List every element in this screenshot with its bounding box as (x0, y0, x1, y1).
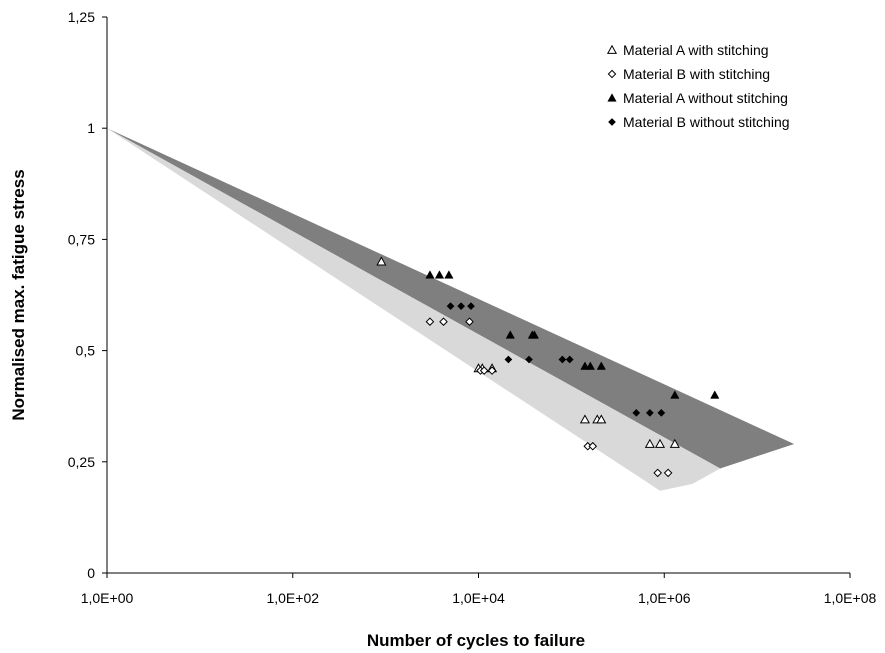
axes (102, 16, 851, 578)
legend-marker (608, 118, 616, 126)
legend-marker (607, 93, 617, 102)
y-axis-title: Normalised max. fatigue stress (9, 169, 28, 420)
y-tick-label: 1 (87, 120, 95, 136)
legend-marker (607, 69, 617, 79)
x-axis-title: Number of cycles to failure (367, 631, 585, 650)
series-2 (425, 317, 673, 478)
data-point (525, 355, 533, 364)
data-point (644, 438, 655, 448)
data-point (654, 438, 666, 448)
data-point (663, 468, 673, 478)
data-point (669, 438, 680, 448)
data-point (596, 414, 607, 424)
series-4 (446, 302, 666, 417)
legend-marker (606, 44, 618, 54)
data-point (446, 302, 455, 311)
data-point (596, 361, 606, 370)
y-tick-label: 0,5 (76, 343, 96, 359)
x-tick-label: 1,0E+06 (638, 590, 691, 606)
data-point (579, 414, 590, 424)
data-point (467, 302, 475, 311)
data-point (710, 390, 720, 399)
data-point (529, 330, 540, 339)
confidence-bands (107, 128, 795, 491)
legend: Material A with stitching Material B with… (606, 42, 790, 130)
data-point (558, 355, 567, 364)
data-point (645, 408, 654, 417)
data-point (632, 408, 641, 417)
data-point (425, 270, 435, 279)
data-point (487, 366, 497, 375)
tick-labels: 0 0,25 0,5 0,75 1 1,25 1,0E+00 1,0E+02 1,0E+04 1,… (68, 9, 877, 606)
dark-band (107, 128, 795, 469)
data-point (585, 361, 595, 370)
data-point (588, 441, 598, 451)
series-3 (425, 270, 720, 399)
legend-label: Material B with stitching (623, 66, 770, 82)
data-point (457, 302, 466, 311)
data-point (653, 468, 663, 478)
data-point (444, 270, 454, 279)
y-tick-label: 0 (87, 565, 95, 581)
x-tick-label: 1,0E+08 (824, 590, 877, 606)
x-tick-label: 1,0E+00 (81, 590, 134, 606)
y-tick-label: 0,25 (68, 454, 95, 470)
legend-label: Material B without stitching (623, 114, 790, 130)
data-point (465, 317, 474, 326)
x-tick-label: 1,0E+04 (452, 590, 505, 606)
legend-label: Material A with stitching (623, 42, 769, 58)
light-band (107, 128, 721, 491)
data-point (425, 317, 435, 326)
data-point (504, 355, 513, 364)
data-point (657, 408, 666, 417)
data-point (670, 390, 680, 399)
data-point (479, 366, 489, 375)
data-point (376, 256, 387, 266)
y-tick-label: 0,75 (68, 231, 95, 247)
data-point (565, 355, 574, 364)
data-points (376, 256, 720, 478)
data-point (439, 317, 448, 326)
legend-label: Material A without stitching (623, 90, 788, 106)
x-tick-label: 1,0E+02 (266, 590, 319, 606)
data-point (434, 270, 445, 279)
data-point (505, 330, 515, 339)
y-tick-label: 1,25 (68, 9, 95, 25)
